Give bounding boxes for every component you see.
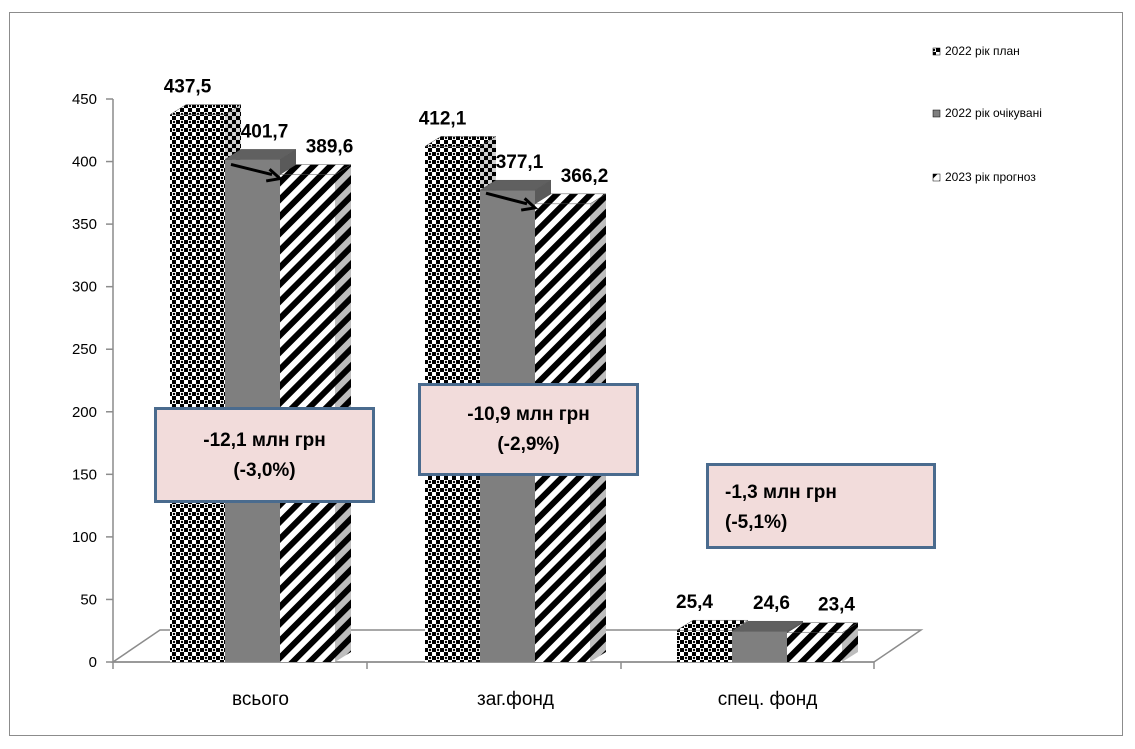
arrow-head [265,168,284,183]
x-tick-label: заг.фонд [477,689,554,710]
data-labels: 437,5 401,7 389,6 412,1 377,1 366,2 25,4 24,6 23… [164,77,856,616]
y-tick-label: 100 [72,529,97,546]
bar-top [279,164,352,175]
bar [786,622,859,662]
data-label: 437,5 [164,77,212,98]
bar-front [170,114,225,662]
bar [676,619,749,662]
bar-front [732,631,787,662]
legend: 2022 рік план 2022 рік очікувані 2023 рік … [932,44,1042,184]
change-callout-special-fund: -1,3 млн грн (-5,1%) [706,463,936,549]
legend-label: 2022 рік план [945,44,1020,58]
data-label: 24,6 [753,593,790,614]
arrow-shaft [485,191,528,206]
bar-front [677,630,732,662]
y-tick-label: 200 [72,404,97,421]
callout-percent: (-2,9%) [497,434,560,455]
y-tick-label: 150 [72,466,97,483]
bar-top [676,619,749,631]
callout-percent: (-3,0%) [233,460,296,481]
data-label: 389,6 [306,137,354,158]
y-tick-label: 400 [72,154,97,171]
callout-amount: -1,3 млн грн [725,482,837,503]
x-tick-label: спец. фонд [718,689,818,710]
y-tick-label: 300 [72,279,97,296]
data-label: 401,7 [241,121,289,142]
bar-top [224,149,297,160]
decrease-arrow [485,191,539,212]
legend-swatch [932,173,941,182]
arrow-head [520,197,539,212]
trend-arrows [230,162,539,212]
x-tick-label: всього [232,689,289,710]
legend-item: 2023 рік прогноз [932,170,1036,184]
legend-swatch [932,47,941,56]
legend-item: 2022 рік очікувані [932,106,1042,120]
data-label: 23,4 [818,595,855,616]
y-tick-label: 50 [80,591,97,608]
bar-top [479,179,552,191]
bar-top [534,193,607,205]
legend-item: 2022 рік план [932,44,1020,58]
data-label: 366,2 [561,166,609,187]
legend-label: 2023 рік прогноз [945,170,1036,184]
callout-amount: -12,1 млн грн [203,430,326,451]
decrease-arrow [230,162,284,183]
bar-top [424,136,497,147]
data-label: 377,1 [496,152,544,173]
bar-top [786,622,859,633]
y-tick-label: 450 [72,91,97,108]
change-callout-general-fund: -10,9 млн грн (-2,9%) [418,383,639,476]
bar-side [842,622,858,662]
legend-swatch [932,109,941,118]
callout-percent: (-5,1%) [725,512,788,533]
y-tick-label: 0 [89,654,97,671]
legend-label: 2022 рік очікувані [945,106,1042,120]
callout-amount: -10,9 млн грн [467,404,590,425]
y-tick-label: 250 [72,341,97,358]
change-callout-total: -12,1 млн грн (-3,0%) [154,407,375,503]
data-label: 25,4 [676,592,713,613]
bar-top [731,620,804,632]
y-tick-label: 350 [72,216,97,233]
x-axis: всього заг.фонд спец. фонд [232,689,817,710]
bar-top [169,104,242,115]
arrow-shaft [230,162,273,177]
data-label: 412,1 [419,108,467,129]
bar-front [787,632,842,662]
